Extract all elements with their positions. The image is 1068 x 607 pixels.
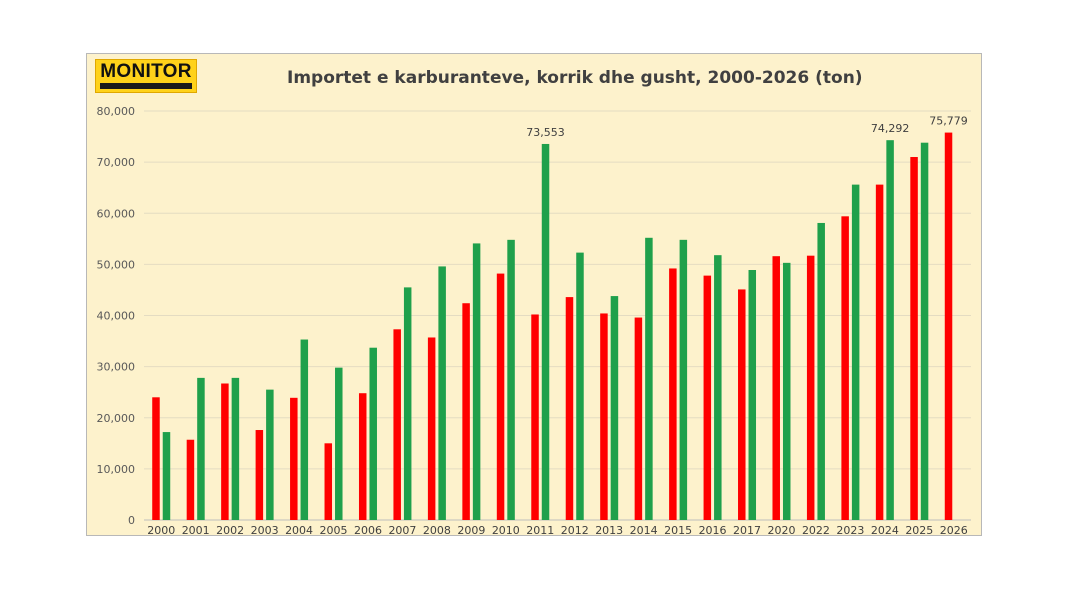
bar-2009-series-2 [472,243,481,520]
bar-2001-series-1 [186,439,195,520]
bar-2011-series-1 [531,314,539,520]
bar-2025-series-2 [920,142,929,520]
x-tick-label: 2011 [526,524,554,535]
bar-2023-series-2 [851,184,860,520]
x-tick-label: 2016 [699,524,727,535]
x-tick-label: 2023 [836,524,864,535]
chart-title: Importet e karburanteve, korrik dhe gush… [287,68,863,88]
x-tick-label: 2017 [733,524,761,535]
bar-2010-series-1 [496,273,505,520]
bar-2004-series-2 [300,339,309,520]
bar-2024-series-1 [875,184,884,520]
bar-2007-series-1 [393,329,401,520]
bar-2025-series-1 [910,157,918,520]
bar-2014-series-1 [634,317,643,520]
x-tick-label: 2025 [905,524,933,535]
x-axis: 2000 2001 2002 2003 2004 2005 2006 2007 2008 2009… [147,524,968,535]
x-tick-label: 2012 [561,524,589,535]
bar-2001-series-2 [197,377,205,520]
x-tick-label: 2026 [940,524,968,535]
gridlines [144,110,971,521]
y-tick-label: 0 [128,514,135,527]
x-tick-label: 2006 [354,524,382,535]
bar-2015-series-1 [669,268,677,520]
bar-2000-series-2 [162,432,171,520]
bar-2008-series-1 [427,337,436,520]
monitor-logo: MONITOR [95,59,197,93]
data-label-2011: 73,553 [526,126,565,139]
y-tick-label: 30,000 [97,361,136,374]
bar-2013-series-1 [600,313,608,520]
bar-2022-series-1 [806,255,815,520]
y-tick-label: 10,000 [97,463,136,476]
bar-2008-series-2 [438,266,446,520]
bar-2005-series-1 [324,443,333,520]
y-tick-label: 80,000 [97,105,136,118]
x-tick-label: 2004 [285,524,313,535]
x-tick-label: 2005 [320,524,348,535]
x-tick-label: 2008 [423,524,451,535]
data-label-2026: 75,779 [929,115,968,128]
bar-2004-series-1 [290,397,298,520]
y-tick-label: 70,000 [97,156,136,169]
bar-2011-series-2 [541,143,550,520]
x-tick-label: 2000 [147,524,175,535]
y-axis: 0 10,000 20,000 30,000 40,000 50,000 60,000 70,… [97,105,136,527]
bar-2020-series-2 [782,262,791,520]
bar-2017-series-2 [748,269,757,520]
bar-2000-series-1 [152,397,160,520]
bar-2015-series-2 [679,239,688,520]
x-tick-label: 2015 [664,524,692,535]
bar-2003-series-2 [266,389,274,520]
bar-2005-series-2 [335,367,343,520]
bar-2002-series-2 [231,377,240,520]
y-tick-label: 60,000 [97,207,136,220]
bar-2007-series-2 [403,287,412,520]
x-tick-label: 2003 [251,524,279,535]
data-label-2024: 74,292 [871,122,910,135]
bar-2022-series-2 [817,222,825,520]
bar-2002-series-1 [221,383,229,520]
bar-2016-series-1 [703,275,712,520]
bar-2010-series-2 [507,239,515,520]
bar-2003-series-1 [255,430,264,520]
x-tick-label: 2001 [182,524,210,535]
data-labels: 73,553 74,292 75,779 [526,115,967,139]
logo-tagline-bar [100,83,192,89]
bar-2016-series-2 [714,255,722,521]
bar-2024-series-2 [886,140,894,520]
chart-frame: MONITOR Importet e karburanteve, korrik … [86,53,982,536]
bar-2026-series-1 [944,132,953,520]
x-tick-label: 2009 [457,524,485,535]
logo-text: MONITOR [100,61,192,82]
bar-2020-series-1 [772,256,780,520]
bar-2017-series-1 [738,289,746,520]
x-tick-label: 2007 [388,524,416,535]
bar-chart: 0 10,000 20,000 30,000 40,000 50,000 60,000 70,… [97,105,971,535]
bar-2006-series-2 [369,347,377,520]
bar-2013-series-2 [610,296,619,520]
bar-2014-series-2 [645,237,653,521]
x-tick-label: 2013 [595,524,623,535]
y-tick-label: 50,000 [97,258,136,271]
bar-2012-series-1 [565,297,574,520]
y-tick-label: 20,000 [97,412,136,425]
bar-2006-series-1 [358,393,367,520]
bar-2012-series-2 [576,252,584,520]
x-tick-label: 2002 [216,524,244,535]
x-tick-label: 2020 [767,524,795,535]
bars [152,132,953,521]
x-tick-label: 2014 [630,524,658,535]
x-tick-label: 2022 [802,524,830,535]
x-tick-label: 2010 [492,524,520,535]
x-tick-label: 2024 [871,524,899,535]
y-tick-label: 40,000 [97,310,136,323]
bar-2009-series-1 [462,303,470,520]
bar-2023-series-1 [841,216,849,520]
